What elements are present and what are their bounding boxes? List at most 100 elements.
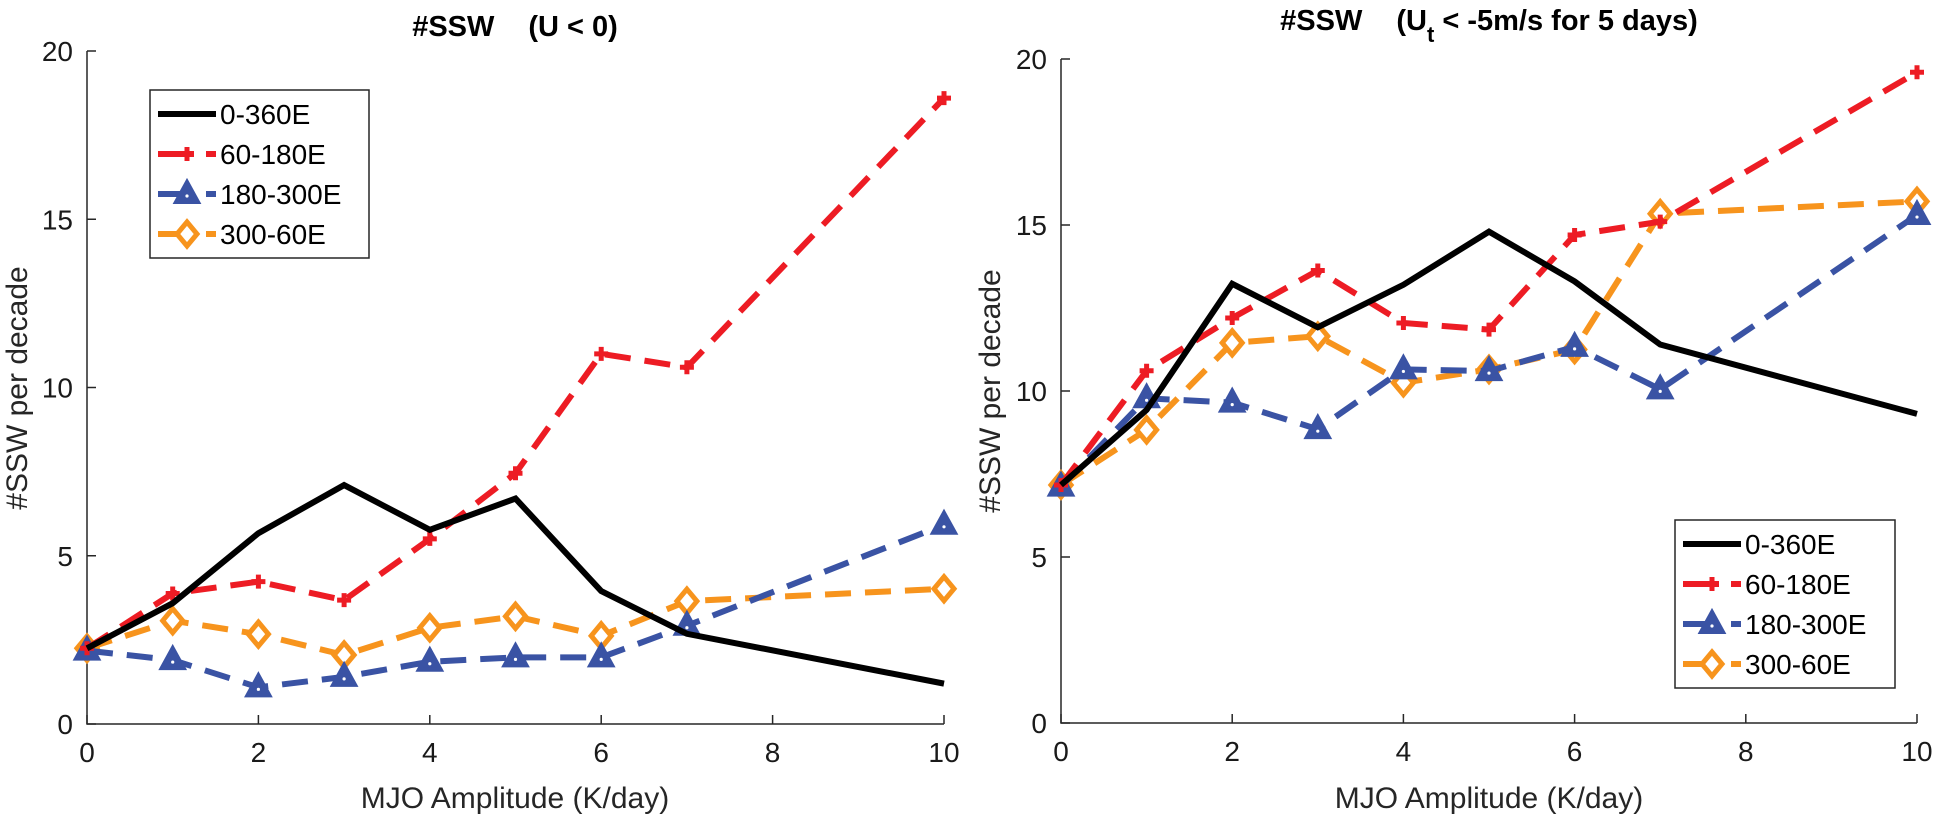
left-data-point: [673, 585, 701, 618]
right-data-point: [1218, 326, 1246, 359]
marker-center: [1145, 398, 1149, 402]
marker-center: [1573, 347, 1577, 351]
right-data-point: [1396, 315, 1411, 330]
right-series-300-60E: [1047, 185, 1931, 501]
right-data-point: [1304, 320, 1332, 353]
left-x-tick-label: 2: [251, 737, 267, 768]
left-plot-area: 0 2 4 6 8 10 0 5 10 15 20: [42, 36, 960, 768]
right-data-point: [1567, 227, 1582, 242]
left-data-point: [415, 645, 445, 672]
legend-label: 300-60E: [1745, 649, 1851, 680]
left-legend-item: 180-300E: [158, 177, 341, 210]
left-y-tick-label: 15: [42, 204, 73, 235]
left-data-point: [337, 593, 352, 608]
left-x-tick-label: 4: [422, 737, 438, 768]
left-data-point: [508, 466, 523, 481]
right-plot-area: 0 2 4 6 8 10 0 5 10 15 20: [1016, 44, 1933, 767]
legend-marker: [1697, 607, 1727, 634]
right-x-axis-label: MJO Amplitude (K/day): [1335, 782, 1643, 815]
legend-marker: [172, 177, 202, 204]
legend-label: 300-60E: [220, 219, 326, 250]
legend-label: 60-180E: [1745, 569, 1851, 600]
right-y-tick-label: 5: [1031, 542, 1047, 573]
marker-center: [342, 677, 346, 681]
marker-center: [1230, 403, 1234, 407]
right-series-0-360E: [1059, 228, 1918, 488]
left-series-line: [85, 481, 945, 687]
left-legend-item: 60-180E: [158, 139, 326, 170]
marker-center: [171, 660, 175, 664]
left-data-point: [158, 643, 188, 671]
right-data-point: [1560, 330, 1589, 357]
right-data-point: [1225, 310, 1240, 325]
marker-center: [1915, 215, 1919, 219]
marker-center: [513, 657, 518, 661]
left-y-tick-label: 10: [42, 373, 73, 404]
left-y-tick-label: 20: [42, 36, 73, 67]
left-data-point: [679, 360, 694, 375]
right-y-tick-label: 0: [1031, 708, 1047, 739]
legend-label: 0-360E: [220, 99, 310, 130]
left-data-point: [422, 531, 437, 546]
right-legend: 0-360E 60-180E 180-300E 300-60E: [1674, 519, 1896, 689]
left-title-condition: (U < 0): [528, 11, 617, 43]
left-data-point: [165, 586, 180, 601]
right-chart-title: #SSW (Ut < -5m/s for 5 days): [1280, 5, 1698, 47]
right-data-point: [1133, 413, 1160, 446]
left-series-60-180E: [80, 91, 951, 656]
left-data-point: [329, 660, 359, 687]
right-x-tick-label: 6: [1567, 736, 1583, 767]
legend-label: 180-300E: [1745, 609, 1866, 640]
legend-marker: [173, 218, 201, 250]
legend-label: 0-360E: [1745, 529, 1835, 560]
marker-center: [1487, 371, 1491, 375]
right-series-line: [1058, 69, 1919, 487]
marker-center: [256, 687, 260, 691]
right-series-line: [1059, 228, 1918, 488]
right-legend-item: 180-300E: [1683, 607, 1866, 640]
left-data-point: [929, 508, 959, 535]
right-y-tick-label: 15: [1016, 210, 1047, 241]
right-data-point: [1482, 322, 1496, 337]
marker-center: [185, 194, 189, 198]
marker-center: [685, 626, 689, 630]
right-data-point: [1902, 198, 1932, 226]
right-data-point: [1474, 354, 1504, 382]
right-series-60-180E: [1054, 65, 1924, 492]
left-legend-item: 0-360E: [158, 99, 310, 130]
right-x-tick-label: 4: [1396, 736, 1412, 767]
legend-label: 180-300E: [220, 179, 341, 210]
left-y-tick-label: 0: [57, 709, 73, 740]
marker-center: [1710, 624, 1714, 628]
left-chart-title: #SSW (U < 0): [412, 11, 618, 43]
left-data-point: [251, 574, 266, 589]
left-data-point: [594, 346, 609, 361]
legend-marker: [1705, 577, 1719, 591]
left-data-point: [416, 611, 444, 644]
right-data-point: [1310, 263, 1325, 278]
legend-marker: [180, 147, 194, 161]
left-data-point: [159, 604, 186, 637]
right-x-tick-label: 10: [1901, 736, 1932, 767]
marker-center: [599, 657, 603, 661]
right-x-tick-label: 2: [1224, 736, 1240, 767]
left-legend-item: 300-60E: [158, 218, 326, 250]
right-data-point: [1653, 214, 1668, 229]
right-chart-panel: #SSW (Ut < -5m/s for 5 days) 0 2 4 6 8 10 0 5 10 1…: [974, 5, 1933, 815]
right-data-point: [1910, 65, 1924, 80]
marker-center: [1658, 389, 1662, 393]
right-y-tick-label: 20: [1016, 44, 1047, 75]
right-title-subscript: t: [1427, 22, 1435, 47]
right-data-point: [1389, 353, 1418, 380]
left-data-point: [501, 641, 530, 668]
legend-marker: [1698, 648, 1726, 680]
right-title-main: #SSW: [1280, 5, 1363, 37]
right-data-point: [1139, 363, 1154, 378]
right-legend-item: 0-360E: [1683, 529, 1835, 560]
right-x-tick-label: 8: [1738, 736, 1754, 767]
right-data-point: [1645, 373, 1675, 400]
marker-center: [428, 662, 432, 666]
left-series-180-300E: [72, 508, 959, 698]
left-data-point: [930, 572, 958, 605]
